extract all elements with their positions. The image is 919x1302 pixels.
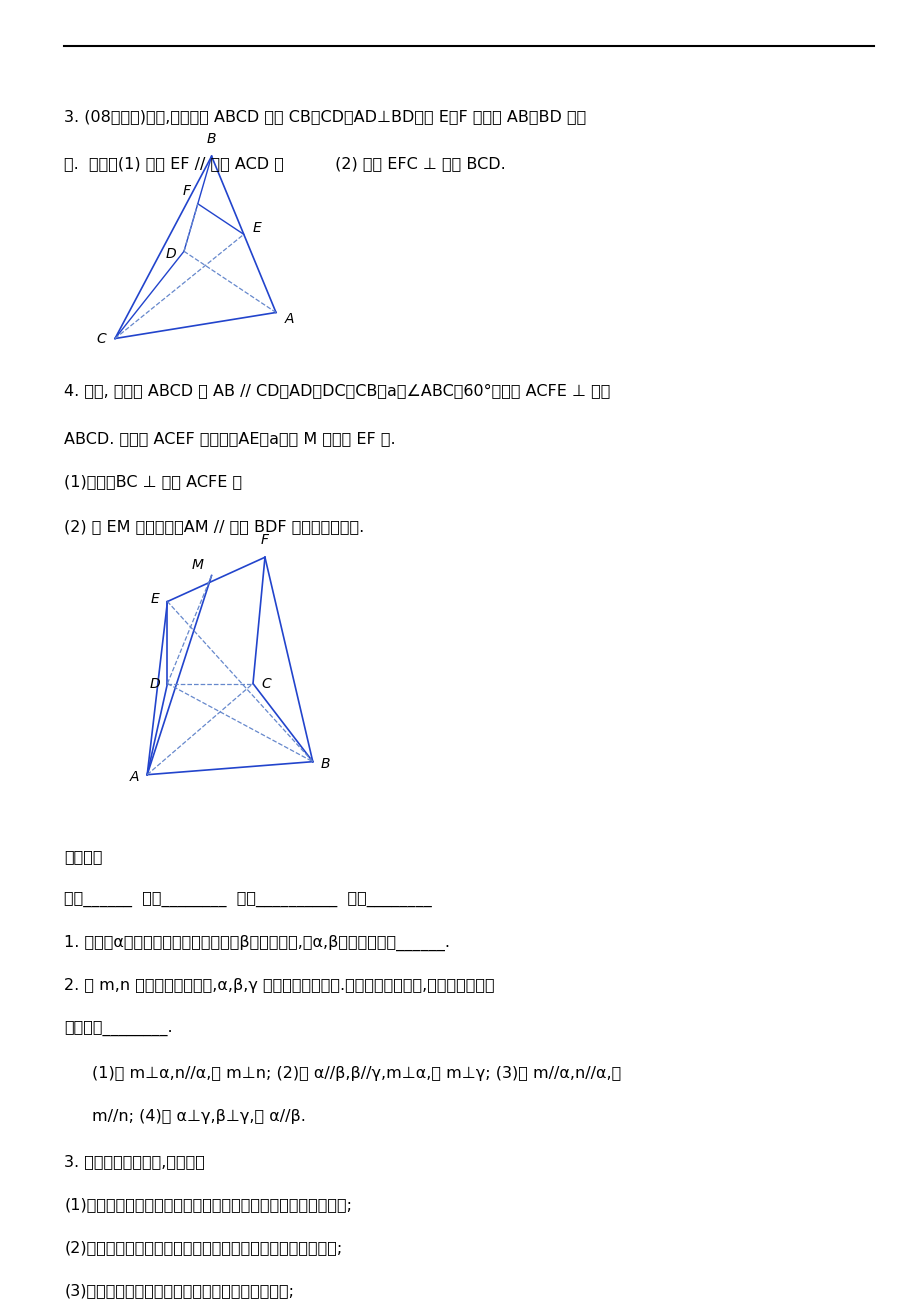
Text: E: E [150,592,159,605]
Text: F: F [261,534,268,547]
Text: C: C [261,677,270,690]
Text: D: D [149,677,160,690]
Text: (1)求证：BC ⊥ 平面 ACFE ；: (1)求证：BC ⊥ 平面 ACFE ； [64,474,243,490]
Text: 4. 如图, 在梯形 ABCD 中 AB // CD，AD＝DC＝CB＝a，∠ABC＝60°，平面 ACFE ⊥ 平面: 4. 如图, 在梯形 ABCD 中 AB // CD，AD＝DC＝CB＝a，∠A… [64,383,610,398]
Text: M: M [191,559,204,572]
Text: 1. 若平面α内有三个不共线的点到平面β的距离相等,则α,β的位置关系是______.: 1. 若平面α内有三个不共线的点到平面β的距离相等,则α,β的位置关系是____… [64,935,450,950]
Text: (1)一个平面内的已知直线必垂直于另一个平面内的任意一条直线;: (1)一个平面内的已知直线必垂直于另一个平面内的任意一条直线; [64,1197,352,1212]
Text: D: D [165,247,176,260]
Text: ABCD. 四边形 ACEF 是矩形，AE＝a，点 M 在线段 EF 上.: ABCD. 四边形 ACEF 是矩形，AE＝a，点 M 在线段 EF 上. [64,431,395,447]
Text: 2. 设 m,n 是两条不同的直线,α,β,γ 是三个不同的平面.给出下列四个命题,其中正确的命题: 2. 设 m,n 是两条不同的直线,α,β,γ 是三个不同的平面.给出下列四个命… [64,978,494,993]
Text: 3. 已知两个平面垂直,下列命题: 3. 已知两个平面垂直,下列命题 [64,1154,205,1169]
Text: 3. (08年江苏)如图,在四面体 ABCD 中， CB＝CD，AD⊥BD，点 E，F 分别是 AB，BD 的中: 3. (08年江苏)如图,在四面体 ABCD 中， CB＝CD，AD⊥BD，点 … [64,109,586,125]
Text: C: C [96,332,106,345]
Text: A: A [285,312,294,326]
Text: B: B [207,133,216,146]
Text: F: F [183,184,190,198]
Text: 学生作业: 学生作业 [64,849,103,865]
Text: (2)一个平面内的已知直线必垂直于另一个平面内的无数条直线;: (2)一个平面内的已知直线必垂直于另一个平面内的无数条直线; [64,1240,342,1255]
Text: 班级______  姓名________  学号__________  等第________: 班级______ 姓名________ 学号__________ 等第_____… [64,892,432,907]
Text: (1)若 m⊥α,n//α,则 m⊥n; (2)若 α//β,β//γ,m⊥α,则 m⊥γ; (3)若 m//α,n//α,则: (1)若 m⊥α,n//α,则 m⊥n; (2)若 α//β,β//γ,m⊥α,… [92,1066,620,1081]
Text: E: E [252,221,261,234]
Text: m//n; (4)若 α⊥γ,β⊥γ,则 α//β.: m//n; (4)若 α⊥γ,β⊥γ,则 α//β. [92,1109,305,1124]
Text: B: B [321,758,330,771]
Text: 的序号是________.: 的序号是________. [64,1021,173,1036]
Text: (3)一个平面内的任意一条直线必垂直于另一个平面;: (3)一个平面内的任意一条直线必垂直于另一个平面; [64,1282,294,1298]
Text: (2) 当 EM 为何値时，AM // 平面 BDF ？证明你的结论.: (2) 当 EM 为何値时，AM // 平面 BDF ？证明你的结论. [64,519,364,535]
Text: A: A [130,771,139,784]
Text: 点.  求证：(1) 直线 EF // 平面 ACD ；          (2) 平面 EFC ⊥ 平面 BCD.: 点. 求证：(1) 直线 EF // 平面 ACD ； (2) 平面 EFC ⊥… [64,156,505,172]
